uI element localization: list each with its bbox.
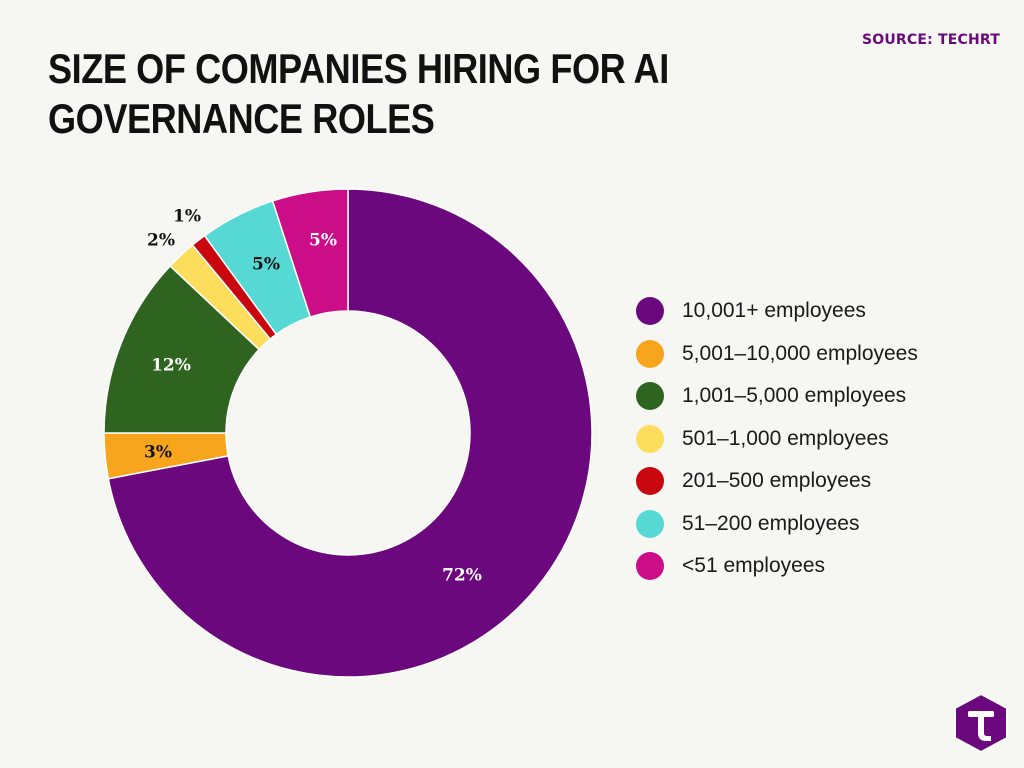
slice-label-501-1000: 2%: [147, 231, 175, 251]
slice-label-1001-5000: 12%: [151, 356, 191, 376]
legend-label: 10,001+ employees: [682, 299, 866, 323]
slice-under-51: [271, 188, 349, 318]
legend-swatch: [636, 509, 664, 538]
legend-item-501-1000: 501–1,000 employees: [636, 418, 918, 461]
legend-swatch: [636, 339, 664, 368]
donut-slices: [103, 188, 593, 678]
legend-item-5001-10000: 5,001–10,000 employees: [636, 333, 918, 376]
legend-swatch: [636, 467, 664, 496]
legend-swatch: [636, 424, 664, 453]
techrt-t-logo-icon: [954, 692, 1008, 754]
slice-label-51-200: 5%: [252, 255, 280, 275]
slice-label-10001-plus: 72%: [442, 566, 482, 586]
legend-label: 51–200 employees: [682, 511, 860, 535]
slice-label-under-51: 5%: [309, 231, 337, 251]
legend-item-1001-5000: 1,001–5,000 employees: [636, 375, 918, 418]
legend-item-51-200: 51–200 employees: [636, 503, 918, 546]
legend-swatch: [636, 552, 664, 581]
legend-item-201-500: 201–500 employees: [636, 460, 918, 503]
legend-label: 5,001–10,000 employees: [682, 341, 918, 365]
legend-label: 201–500 employees: [682, 469, 872, 493]
legend-item-under-51: <51 employees: [636, 545, 918, 588]
legend-item-10001-plus: 10,001+ employees: [636, 290, 918, 333]
slice-labels: 72% 3% 12% 2% 1% 5% 5%: [144, 207, 482, 586]
legend-label: 501–1,000 employees: [682, 426, 889, 450]
legend-label: <51 employees: [682, 554, 826, 578]
slice-label-201-500: 1%: [173, 207, 201, 227]
legend-label: 1,001–5,000 employees: [682, 384, 907, 408]
slice-label-5001-10000: 3%: [144, 443, 172, 463]
slice-1001-5000: [103, 264, 261, 434]
chart-title: SIZE OF COMPANIES HIRING FOR AI GOVERNAN…: [48, 45, 669, 142]
legend-swatch: [636, 297, 664, 326]
slice-10001-plus: [107, 188, 593, 678]
legend: 10,001+ employees 5,001–10,000 employees…: [636, 290, 918, 588]
source-label: SOURCE: TECHRT: [861, 32, 1000, 48]
legend-swatch: [636, 382, 664, 411]
